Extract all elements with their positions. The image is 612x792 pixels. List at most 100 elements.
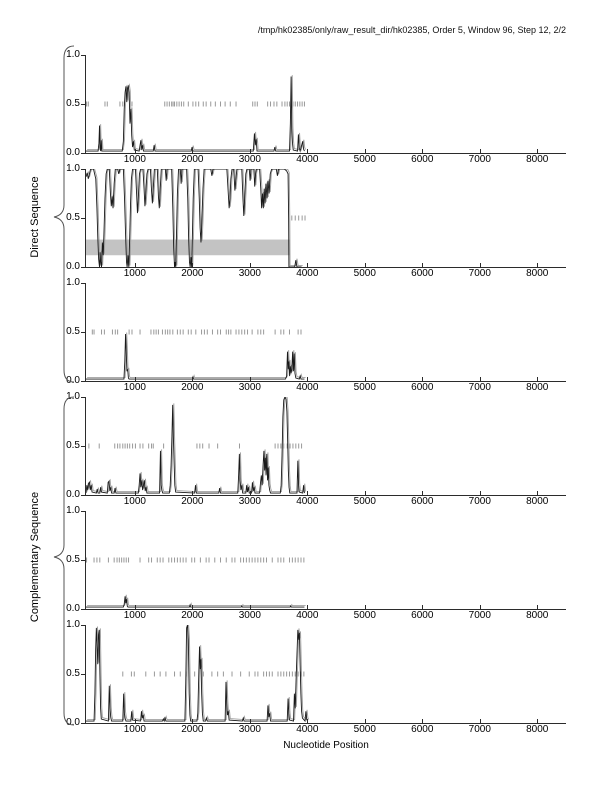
direct-sequence-label: Direct Sequence [29, 176, 41, 258]
panel-complementary-frame-3: 1000 2000 3000 4000 5000 6000 7000 8000 1.0 0.5 0.… [66, 620, 566, 735]
x-axis-tick-label: 3000 [238, 496, 261, 507]
signal-curve [86, 77, 304, 151]
x-axis-tick [307, 263, 309, 267]
x-axis-tick-label: 6000 [411, 610, 434, 621]
x-axis-tick [249, 149, 251, 153]
x-axis-tick [307, 149, 309, 153]
signal-curve [86, 334, 304, 379]
x-axis-tick-label: 1000 [123, 382, 146, 393]
x-axis-tick-label: 8000 [526, 154, 549, 165]
panel-plot [86, 397, 566, 495]
x-axis-tick-label: 8000 [526, 496, 549, 507]
x-axis-tick-label: 4000 [296, 610, 319, 621]
x-axis-tick [192, 491, 194, 495]
x-axis-tick [134, 719, 136, 723]
x-axis-tick [479, 377, 481, 381]
x-axis-tick [364, 491, 366, 495]
y-axis-tick-label: 0.0 [66, 147, 80, 158]
x-axis-tick [479, 605, 481, 609]
x-axis-tick [479, 491, 481, 495]
x-axis-tick [537, 149, 539, 153]
panel-plot [86, 55, 566, 153]
signal-curve-ghost [87, 332, 305, 377]
y-axis-tick [81, 218, 85, 219]
panel-plot [86, 625, 566, 723]
x-axis-tick-label: 2000 [181, 724, 204, 735]
y-axis-tick [81, 381, 85, 382]
x-axis-tick-label: 7000 [468, 610, 491, 621]
y-axis-tick-label: 1.0 [66, 49, 80, 60]
shaded-region [86, 239, 291, 256]
half-level-marks [292, 216, 305, 221]
y-axis-tick [81, 723, 85, 724]
y-axis-tick [81, 267, 85, 268]
y-axis-tick-label: 1.0 [66, 505, 80, 516]
x-axis-tick-label: 4000 [296, 154, 319, 165]
panel-plot [86, 283, 566, 381]
x-axis-tick-label: 5000 [353, 154, 376, 165]
x-axis-tick-label: 2000 [181, 610, 204, 621]
x-axis-tick [537, 491, 539, 495]
complementary-group-brace [53, 396, 75, 726]
x-axis-tick [479, 149, 481, 153]
y-axis-tick [81, 55, 85, 56]
panel-direct-frame-2: 1000 2000 3000 4000 5000 6000 7000 8000 1.0 0.5 0.… [66, 164, 566, 279]
x-axis-tick [307, 491, 309, 495]
x-axis-tick-label: 3000 [238, 268, 261, 279]
x-axis-tick-label: 7000 [468, 268, 491, 279]
x-axis-tick [479, 719, 481, 723]
y-axis-tick [81, 674, 85, 675]
half-level-marks [87, 102, 305, 107]
x-axis-tick-label: 6000 [411, 496, 434, 507]
x-axis-tick-label: 7000 [468, 154, 491, 165]
signal-curve [86, 596, 304, 607]
x-axis-tick [307, 719, 309, 723]
y-axis-tick [81, 625, 85, 626]
y-axis-tick [81, 495, 85, 496]
x-axis-tick-label: 1000 [123, 724, 146, 735]
x-axis-tick-label: 1000 [123, 610, 146, 621]
x-axis-tick [422, 719, 424, 723]
x-axis-tick-label: 4000 [296, 724, 319, 735]
x-axis-tick-label: 2000 [181, 154, 204, 165]
x-axis-tick [249, 491, 251, 495]
x-axis-tick-label: 5000 [353, 382, 376, 393]
x-axis-tick-label: 5000 [353, 610, 376, 621]
y-axis-tick [81, 560, 85, 561]
y-axis-tick-label: 0.5 [66, 98, 80, 109]
x-axis-tick [134, 377, 136, 381]
x-axis-tick-label: 6000 [411, 724, 434, 735]
x-axis-tick-label: 7000 [468, 724, 491, 735]
x-axis-tick [249, 719, 251, 723]
page-title: /tmp/hk02385/only/raw_result_dir/hk02385… [257, 25, 566, 35]
x-axis-tick [422, 491, 424, 495]
x-axis-tick-label: 2000 [181, 268, 204, 279]
x-axis-tick [364, 605, 366, 609]
y-axis-tick-label: 0.0 [66, 717, 80, 728]
x-axis-tick [192, 605, 194, 609]
x-axis-tick-label: 3000 [238, 154, 261, 165]
y-axis-tick [81, 104, 85, 105]
signal-curve-ghost [87, 595, 305, 606]
y-axis-tick-label: 0.5 [66, 326, 80, 337]
y-axis-tick [81, 283, 85, 284]
panel-plot [86, 169, 566, 267]
half-level-marks [92, 330, 301, 335]
y-axis-tick-label: 1.0 [66, 163, 80, 174]
x-axis-tick-label: 6000 [411, 268, 434, 279]
y-axis-tick [81, 169, 85, 170]
signal-curve [86, 397, 304, 493]
x-axis-tick-label: 8000 [526, 268, 549, 279]
y-axis-tick-label: 0.5 [66, 440, 80, 451]
y-axis-tick-label: 0.5 [66, 554, 80, 565]
x-axis-tick-label: 5000 [353, 496, 376, 507]
x-axis-tick-label: 6000 [411, 154, 434, 165]
x-axis-tick [307, 605, 309, 609]
x-axis-tick-label: 3000 [238, 610, 261, 621]
x-axis-tick-label: 8000 [526, 382, 549, 393]
x-axis-tick-label: 6000 [411, 382, 434, 393]
x-axis-tick [134, 605, 136, 609]
x-axis-tick [364, 149, 366, 153]
y-axis-tick-label: 0.5 [66, 668, 80, 679]
x-axis-tick-label: 2000 [181, 496, 204, 507]
